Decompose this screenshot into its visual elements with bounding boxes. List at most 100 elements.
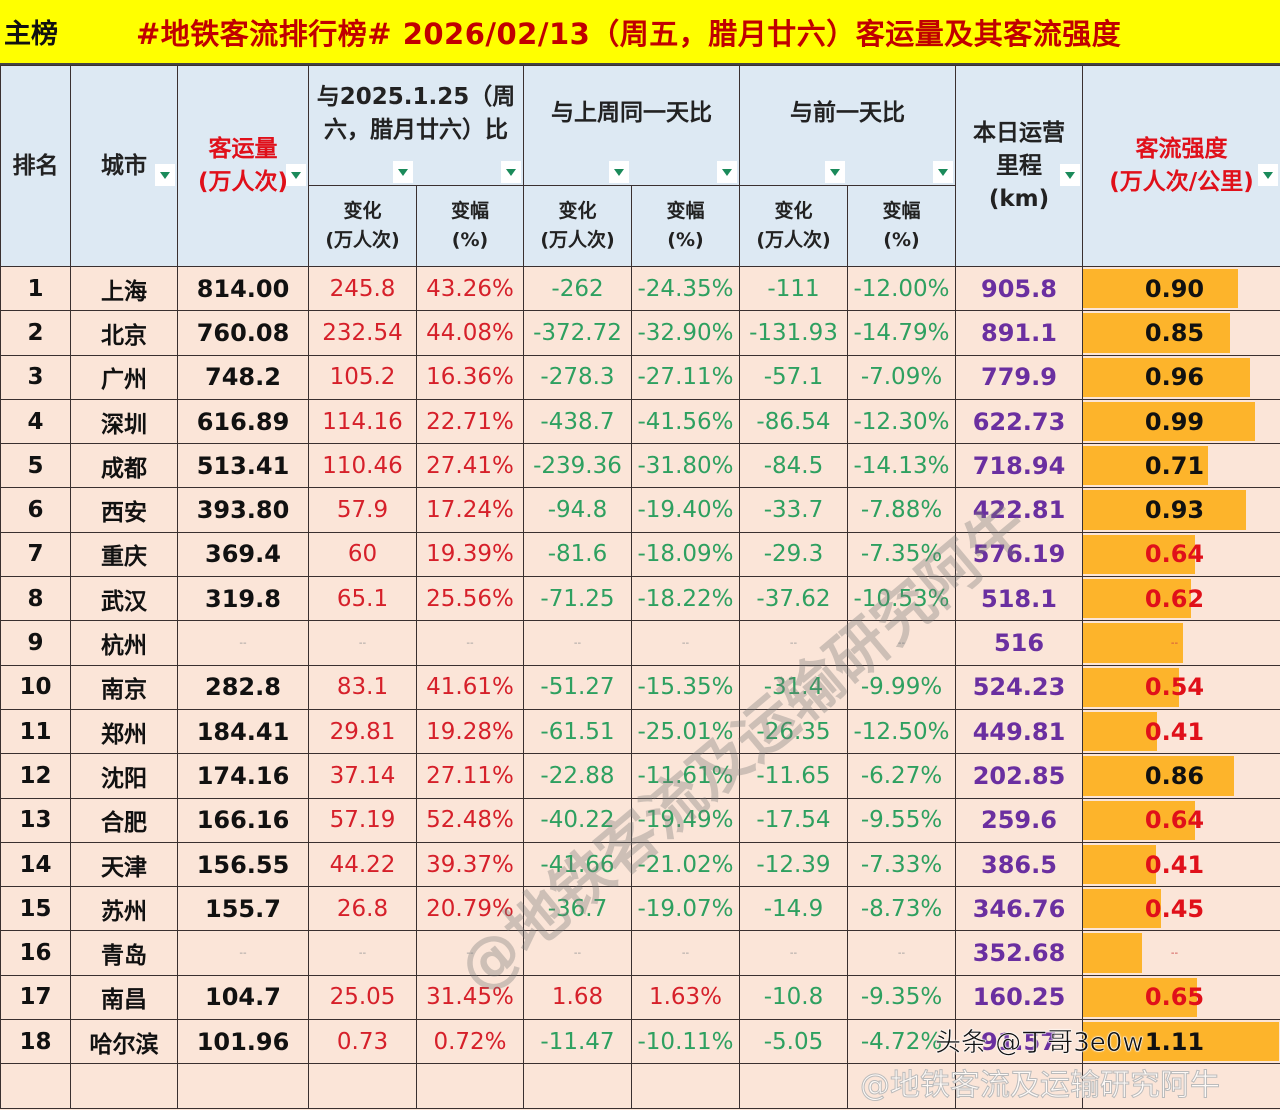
- table-row: 9 杭州 -- -- -- -- -- -- -- 516 --: [0, 620, 1280, 666]
- change-vs-previous-day: -111: [739, 265, 848, 312]
- rank-cell: 7: [0, 531, 71, 578]
- rank-cell: 8: [0, 576, 71, 622]
- filter-dropdown-icon[interactable]: [609, 161, 629, 183]
- filter-dropdown-icon[interactable]: [1060, 164, 1080, 186]
- intensity-bar: [1083, 800, 1195, 840]
- change-vs-last-year: 29.81: [308, 708, 417, 755]
- change-vs-last-year: --: [308, 930, 417, 976]
- pct-vs-last-week: -11.61%: [631, 753, 740, 799]
- change-vs-last-week: --: [523, 930, 632, 976]
- filter-dropdown-icon[interactable]: [825, 161, 845, 183]
- change-vs-previous-day: -29.3: [739, 531, 848, 578]
- filter-dropdown-icon[interactable]: [393, 161, 413, 183]
- filter-dropdown-icon[interactable]: [286, 164, 306, 186]
- intensity-cell: --: [1082, 930, 1280, 976]
- mileage-cell: 518.1: [955, 576, 1083, 622]
- city-cell: 北京: [70, 310, 178, 356]
- pct-vs-previous-day: -10.53%: [847, 576, 956, 622]
- intensity-value: 0.62: [1144, 584, 1205, 613]
- intensity-value: 0.99: [1144, 407, 1205, 436]
- change-vs-last-week: -40.22: [523, 797, 632, 843]
- volume-cell: 156.55: [177, 841, 309, 888]
- volume-cell: 814.00: [177, 265, 309, 312]
- mileage-cell: 422.81: [955, 487, 1083, 533]
- pct-vs-last-week: -31.80%: [631, 443, 740, 489]
- filter-dropdown-icon[interactable]: [1258, 164, 1278, 186]
- intensity-value: --: [1170, 637, 1179, 649]
- intensity-value: 0.65: [1144, 983, 1205, 1012]
- change-vs-last-year: 0.73: [308, 1019, 417, 1065]
- change-vs-last-year: 65.1: [308, 576, 417, 622]
- intensity-cell: 0.41: [1082, 841, 1280, 888]
- pct-vs-last-week: -25.01%: [631, 708, 740, 755]
- change-vs-last-year: 26.8: [308, 886, 417, 932]
- change-vs-previous-day: -37.62: [739, 576, 848, 622]
- change-vs-last-year: --: [308, 620, 417, 666]
- city-cell: 南昌: [70, 974, 178, 1021]
- intensity-cell: 0.64: [1082, 797, 1280, 843]
- volume-cell: 760.08: [177, 310, 309, 356]
- change-vs-previous-day: -14.9: [739, 886, 848, 932]
- change-vs-last-year: 105.2: [308, 354, 417, 400]
- mileage-cell: 259.6: [955, 797, 1083, 843]
- pct-vs-previous-day: -7.09%: [847, 354, 956, 400]
- city-cell: 成都: [70, 443, 178, 489]
- change-vs-last-week: -51.27: [523, 664, 632, 710]
- table-row: 5 成都 513.41 110.46 27.41% -239.36 -31.80% -84.5…: [0, 443, 1280, 489]
- change-vs-last-week: -22.88: [523, 753, 632, 799]
- pct-vs-previous-day: -9.35%: [847, 974, 956, 1021]
- city-cell: 哈尔滨: [70, 1019, 178, 1065]
- intensity-value: 0.45: [1144, 894, 1205, 923]
- filter-dropdown-icon[interactable]: [501, 161, 521, 183]
- city-cell: 重庆: [70, 531, 178, 578]
- intensity-bar: [1083, 933, 1142, 973]
- change-vs-previous-day: -86.54: [739, 398, 848, 445]
- pct-vs-previous-day: --: [847, 930, 956, 976]
- subheader-pct: 变幅 (%): [631, 185, 740, 267]
- rank-cell: 14: [0, 841, 71, 888]
- city-cell: 天津: [70, 841, 178, 888]
- table-row: 4 深圳 616.89 114.16 22.71% -438.7 -41.56% -86.54…: [0, 398, 1280, 445]
- header-group-last-week: 与上周同一天比: [523, 65, 740, 186]
- pct-vs-last-week: -41.56%: [631, 398, 740, 445]
- pct-vs-last-year: 16.36%: [416, 354, 524, 400]
- city-cell: 广州: [70, 354, 178, 400]
- change-vs-last-week: -41.66: [523, 841, 632, 888]
- volume-cell: 393.80: [177, 487, 309, 533]
- pct-vs-last-year: 41.61%: [416, 664, 524, 710]
- pct-vs-last-year: 19.39%: [416, 531, 524, 578]
- change-vs-last-week: -239.36: [523, 443, 632, 489]
- intensity-value: 0.93: [1144, 496, 1205, 525]
- empty-row: [0, 1063, 1280, 1109]
- change-vs-last-year: 114.16: [308, 398, 417, 445]
- intensity-bar: [1083, 269, 1238, 309]
- mileage-cell: 516: [955, 620, 1083, 666]
- pct-vs-previous-day: -7.35%: [847, 531, 956, 578]
- filter-dropdown-icon[interactable]: [717, 161, 737, 183]
- volume-cell: 101.96: [177, 1019, 309, 1065]
- volume-cell: 513.41: [177, 443, 309, 489]
- intensity-cell: 0.45: [1082, 886, 1280, 932]
- pct-vs-last-week: -18.09%: [631, 531, 740, 578]
- pct-vs-last-week: --: [631, 620, 740, 666]
- intensity-value: 1.11: [1144, 1027, 1205, 1056]
- filter-dropdown-icon[interactable]: [933, 161, 953, 183]
- change-vs-last-week: -278.3: [523, 354, 632, 400]
- table-row: 3 广州 748.2 105.2 16.36% -278.3 -27.11% -57.1 -7.…: [0, 354, 1280, 400]
- pct-vs-previous-day: -14.79%: [847, 310, 956, 356]
- change-vs-last-year: 60: [308, 531, 417, 578]
- pct-vs-last-week: --: [631, 930, 740, 976]
- title-tag: 主榜: [4, 19, 58, 50]
- change-vs-previous-day: --: [739, 930, 848, 976]
- volume-cell: 282.8: [177, 664, 309, 710]
- intensity-value: 0.54: [1144, 673, 1205, 702]
- pct-vs-previous-day: -12.30%: [847, 398, 956, 445]
- mileage-cell: 202.85: [955, 753, 1083, 799]
- city-cell: 上海: [70, 265, 178, 312]
- pct-vs-last-week: 1.63%: [631, 974, 740, 1021]
- table-row: 16 青岛 -- -- -- -- -- -- -- 352.68 --: [0, 930, 1280, 976]
- filter-dropdown-icon[interactable]: [155, 164, 175, 186]
- pct-vs-last-week: -15.35%: [631, 664, 740, 710]
- change-vs-last-week: -262: [523, 265, 632, 312]
- mileage-cell: 386.5: [955, 841, 1083, 888]
